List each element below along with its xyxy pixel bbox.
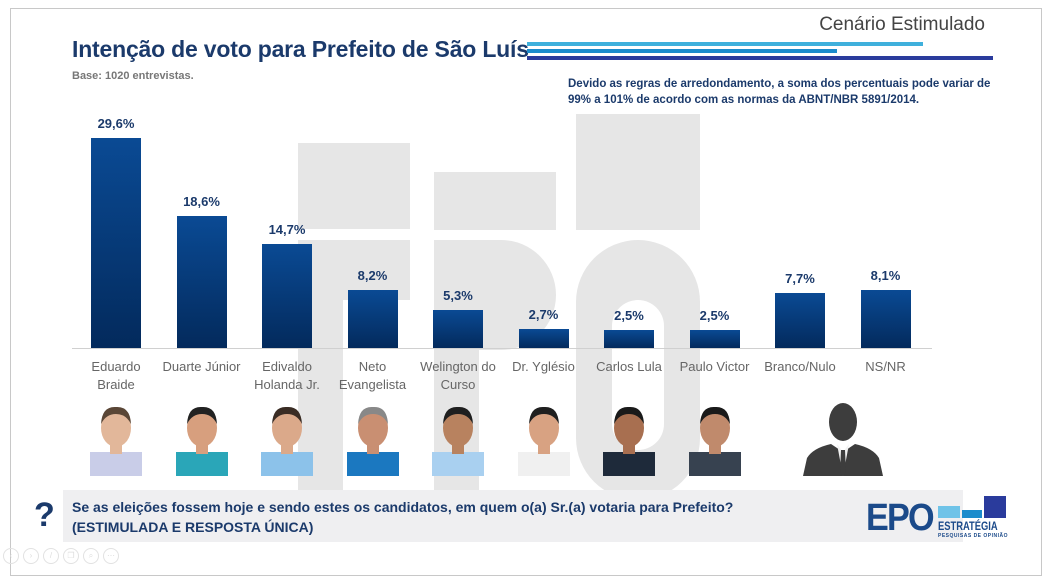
title-rule-dark [527,56,993,60]
candidate-photo [432,402,484,476]
candidate-photo [90,402,142,476]
data-label: 8,2% [357,267,388,283]
data-label: 5,3% [443,288,473,304]
logo-block-2 [962,510,982,518]
data-label: 7,7% [785,271,815,287]
bar-2 [262,243,312,348]
candidate-photo [346,402,399,476]
data-label: 2,7% [528,306,559,322]
silhouette-avatar [802,402,883,476]
data-label: 29,6% [97,115,135,131]
bar-8 [775,293,825,348]
data-label: 18,6% [183,193,220,209]
category-label: NS/NR [841,358,931,376]
sample-base: Base: 1020 entrevistas. [72,70,194,82]
category-label: Neto Evangelista [328,358,418,394]
bar-6 [604,330,654,348]
data-label: 2,5% [699,308,730,324]
logo-tagline: PESQUISAS DE OPINIÃO [938,533,1009,539]
logo-main: EPO [866,497,935,539]
title-rule-mid [527,49,837,53]
page-title: Intenção de voto para Prefeito de São Lu… [72,36,529,62]
question-mark-icon: ? [34,496,55,534]
bar-5 [518,328,569,348]
bar-1 [176,215,227,348]
category-label: Paulo Victor [670,358,760,376]
logo-sub: ESTRATÉGIA [938,519,998,533]
category-label: Branco/Nulo [755,358,845,376]
logo-block-1 [938,506,960,518]
category-label-line: NS/NR [865,359,906,374]
next-icon[interactable]: › [23,548,39,564]
data-label: 2,5% [614,308,644,324]
candidate-photo [261,402,313,476]
category-label-line: Neto [358,359,387,374]
scenario-label: Cenário Estimulado [819,14,985,35]
title-rule-light [527,42,923,46]
x-axis [72,348,932,349]
question-text: Se as eleições fossem hoje e sendo estes… [72,497,733,537]
category-label: Duarte Júnior [157,358,247,376]
candidate-photo [175,402,228,476]
category-label-line: Curso [440,377,476,392]
pen-icon[interactable]: / [43,548,59,564]
category-label-line: Braide [97,377,135,392]
candidate-photo [517,402,570,476]
category-label-line: Eduardo [91,359,141,374]
category-label: Edivaldo Holanda Jr. [242,358,332,394]
copy-icon[interactable]: ❐ [63,548,79,564]
category-label-line: Edivaldo [262,359,312,374]
category-label-line: Welington do [420,359,496,374]
category-label-line: Evangelista [338,377,407,392]
logo-block-3 [984,496,1006,518]
category-label-line: Branco/Nulo [764,359,836,374]
data-label: 14,7% [268,221,306,237]
category-label-line: Dr. Yglésio [512,359,575,374]
prev-icon[interactable]: ‹ [3,548,19,564]
bar-3 [347,289,398,348]
category-label: Carlos Lula [584,358,674,376]
category-label: Eduardo Braide [71,358,161,394]
category-label-line: Paulo Victor [679,359,750,374]
category-label-line: Holanda Jr. [254,377,320,392]
epo-logo: EPO ESTRATÉGIA PESQUISAS DE OPINIÃO [866,496,1016,540]
category-label: Welington do Curso [413,358,503,394]
more-icon[interactable]: ⋯ [103,548,119,564]
category-label-line: Carlos Lula [596,359,662,374]
bar-0 [91,137,141,348]
category-label: Dr. Yglésio [499,358,589,376]
question-line-2: (ESTIMULADA E RESPOSTA ÚNICA) [72,519,314,535]
bar-4 [433,310,483,348]
category-label-line: Duarte Júnior [162,359,241,374]
candidate-photo [688,402,741,476]
bar-7 [689,330,740,348]
bar-9 [860,290,911,348]
zoom-icon[interactable]: ⌕ [83,548,99,564]
data-label: 8,1% [870,268,901,284]
question-line-1: Se as eleições fossem hoje e sendo estes… [72,499,734,515]
question-box [63,490,963,542]
rounding-note: Devido as regras de arredondamento, a so… [568,78,991,106]
candidate-photo [603,402,655,476]
